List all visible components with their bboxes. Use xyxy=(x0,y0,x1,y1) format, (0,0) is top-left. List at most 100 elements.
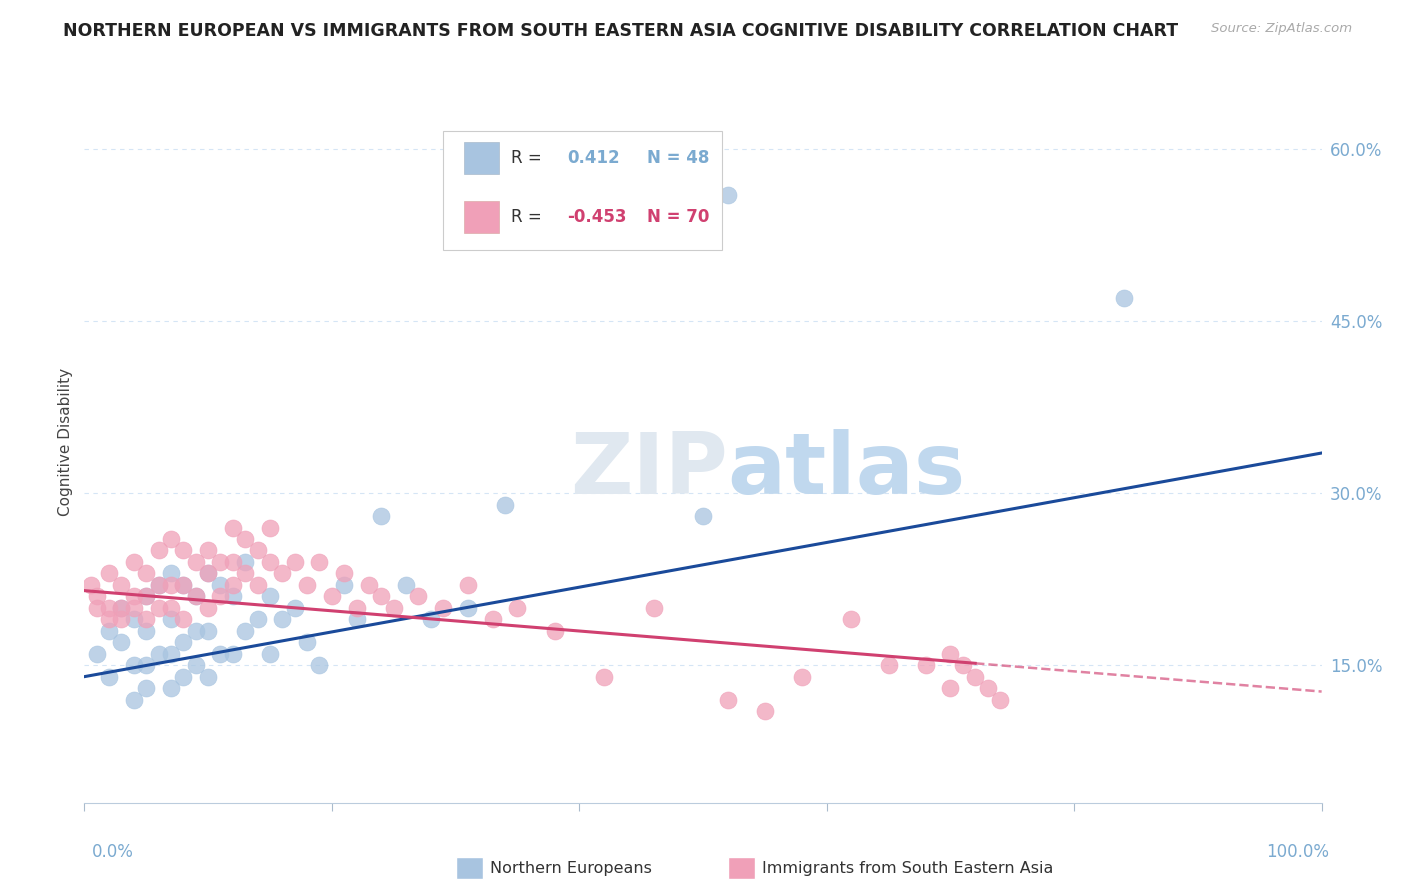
Point xyxy=(284,555,307,569)
Point xyxy=(222,590,245,604)
Point xyxy=(408,590,430,604)
Point xyxy=(222,555,245,569)
Point xyxy=(222,520,245,534)
Point xyxy=(271,566,294,581)
Point xyxy=(98,670,121,684)
Point xyxy=(160,532,183,546)
Point xyxy=(259,647,281,661)
Point xyxy=(952,658,974,673)
Point xyxy=(122,600,145,615)
Point xyxy=(135,590,157,604)
Point xyxy=(79,578,101,592)
Point xyxy=(184,555,207,569)
Point xyxy=(284,600,307,615)
Point xyxy=(135,624,157,638)
Point xyxy=(160,566,183,581)
Point xyxy=(122,555,145,569)
Point xyxy=(790,670,813,684)
Text: Northern Europeans: Northern Europeans xyxy=(491,861,652,876)
Point xyxy=(172,635,194,649)
Point xyxy=(86,590,108,604)
Point xyxy=(172,578,194,592)
Point xyxy=(135,590,157,604)
Point xyxy=(160,647,183,661)
Point xyxy=(233,532,256,546)
Point xyxy=(209,555,232,569)
Point xyxy=(135,681,157,695)
Point xyxy=(197,543,219,558)
Text: 0.412: 0.412 xyxy=(567,149,620,167)
Point xyxy=(86,647,108,661)
Point xyxy=(717,188,740,202)
Point xyxy=(135,658,157,673)
Point xyxy=(172,543,194,558)
Point xyxy=(259,520,281,534)
Point xyxy=(259,590,281,604)
Y-axis label: Cognitive Disability: Cognitive Disability xyxy=(58,368,73,516)
Point xyxy=(184,590,207,604)
Point xyxy=(346,600,368,615)
Text: Source: ZipAtlas.com: Source: ZipAtlas.com xyxy=(1212,22,1353,36)
Point xyxy=(148,647,170,661)
Point xyxy=(184,658,207,673)
Point xyxy=(432,600,454,615)
Point xyxy=(914,658,936,673)
Point xyxy=(233,555,256,569)
Point xyxy=(209,647,232,661)
Point xyxy=(98,566,121,581)
Point xyxy=(98,600,121,615)
Point xyxy=(148,543,170,558)
Point xyxy=(308,658,330,673)
Point xyxy=(160,600,183,615)
Point xyxy=(246,578,269,592)
Text: NORTHERN EUROPEAN VS IMMIGRANTS FROM SOUTH EASTERN ASIA COGNITIVE DISABILITY COR: NORTHERN EUROPEAN VS IMMIGRANTS FROM SOU… xyxy=(63,22,1178,40)
Point xyxy=(841,612,863,626)
Point xyxy=(148,600,170,615)
Text: N = 70: N = 70 xyxy=(647,208,710,227)
Point xyxy=(457,600,479,615)
Point xyxy=(172,612,194,626)
Bar xyxy=(456,857,482,879)
Point xyxy=(1112,291,1135,305)
Text: R =: R = xyxy=(512,149,541,167)
Point xyxy=(86,600,108,615)
Point xyxy=(110,612,132,626)
Point xyxy=(939,681,962,695)
Point xyxy=(370,509,392,524)
Point xyxy=(346,612,368,626)
Point xyxy=(160,681,183,695)
Point xyxy=(148,578,170,592)
Text: Immigrants from South Eastern Asia: Immigrants from South Eastern Asia xyxy=(762,861,1053,876)
Point xyxy=(184,590,207,604)
Point xyxy=(160,612,183,626)
Bar xyxy=(464,142,499,174)
Point xyxy=(246,612,269,626)
Point xyxy=(222,578,245,592)
Point xyxy=(295,578,318,592)
Point xyxy=(209,590,232,604)
Point xyxy=(543,624,565,638)
Point xyxy=(209,578,232,592)
Point xyxy=(494,498,516,512)
Point xyxy=(308,555,330,569)
Point xyxy=(98,624,121,638)
Text: -0.453: -0.453 xyxy=(567,208,627,227)
Point xyxy=(197,670,219,684)
Point xyxy=(370,590,392,604)
Point xyxy=(197,600,219,615)
Point xyxy=(692,509,714,524)
Point xyxy=(717,692,740,706)
Point xyxy=(988,692,1011,706)
Point xyxy=(976,681,998,695)
Point xyxy=(357,578,380,592)
Point xyxy=(295,635,318,649)
Point xyxy=(382,600,405,615)
Text: R =: R = xyxy=(512,208,541,227)
Point xyxy=(197,566,219,581)
Point xyxy=(643,600,665,615)
Point xyxy=(184,624,207,638)
Point xyxy=(233,566,256,581)
Text: 100.0%: 100.0% xyxy=(1265,843,1329,861)
Point xyxy=(593,670,616,684)
Point xyxy=(754,704,776,718)
